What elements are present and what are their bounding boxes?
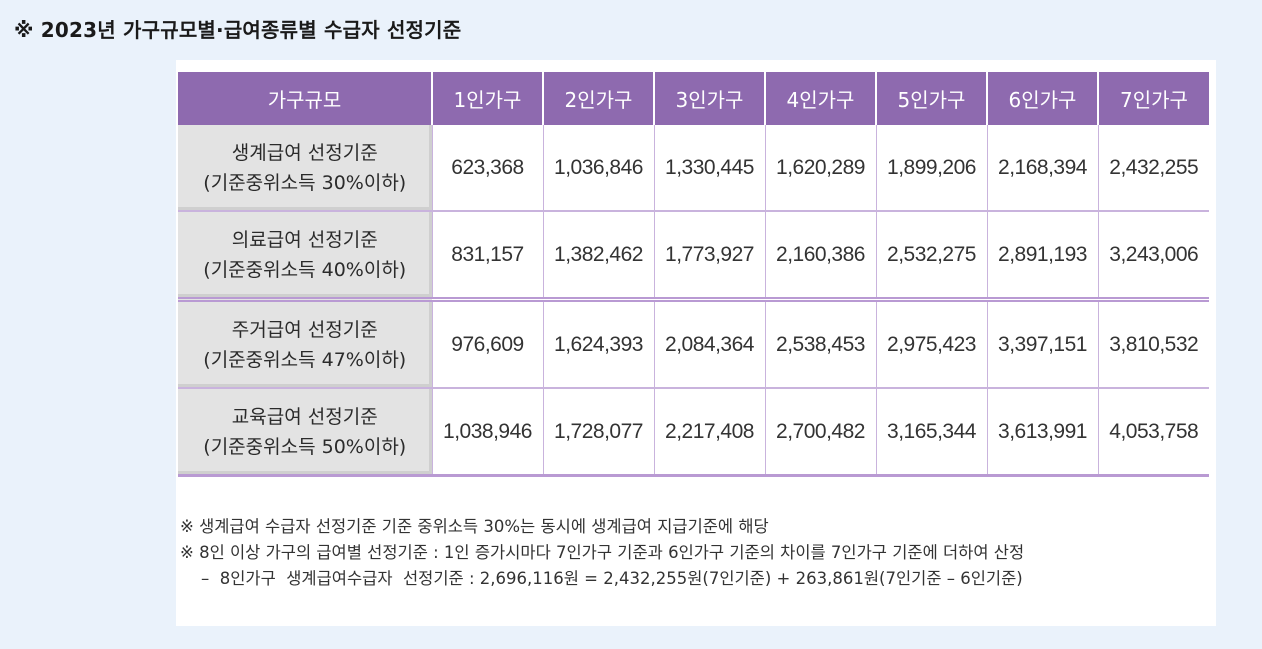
header-2-person: 2인가구 [542, 72, 654, 125]
table-row: 의료급여 선정기준 (기준중위소득 40%이하) 831,157 1,382,4… [178, 211, 1209, 302]
header-5-person: 5인가구 [875, 72, 987, 125]
criteria-card: 가구규모 1인가구 2인가구 3인가구 4인가구 5인가구 6인가구 7인가구 … [176, 60, 1216, 626]
table-cell: 2,538,453 [764, 299, 876, 389]
table-cell: 2,532,275 [875, 211, 987, 302]
page-title: ※ 2023년 가구규모별·급여종류별 수급자 선정기준 [14, 18, 462, 42]
footnote: – 8인가구 생계급여수급자 선정기준 : 2,696,116원 = 2,432… [180, 569, 1023, 588]
footnote: ※ 생계급여 수급자 선정기준 기준 중위소득 30%는 동시에 생계급여 지급… [180, 517, 769, 536]
footnotes: ※ 생계급여 수급자 선정기준 기준 중위소득 30%는 동시에 생계급여 지급… [180, 514, 1024, 592]
table-row: 주거급여 선정기준 (기준중위소득 47%이하) 976,609 1,624,3… [178, 299, 1209, 389]
table-cell: 623,368 [431, 125, 543, 212]
footnote: ※ 8인 이상 가구의 급여별 선정기준 : 1인 증가시마다 7인가구 기준과… [180, 543, 1025, 562]
header-3-person: 3인가구 [653, 72, 765, 125]
criteria-table: 가구규모 1인가구 2인가구 3인가구 4인가구 5인가구 6인가구 7인가구 … [178, 72, 1209, 477]
table-cell: 1,728,077 [542, 388, 654, 477]
table-cell: 4,053,758 [1097, 388, 1209, 477]
table-row: 생계급여 선정기준 (기준중위소득 30%이하) 623,368 1,036,8… [178, 125, 1209, 212]
row-label-housing: 주거급여 선정기준 (기준중위소득 47%이하) [178, 299, 432, 389]
row-label-education: 교육급여 선정기준 (기준중위소득 50%이하) [178, 388, 432, 477]
table-cell: 1,330,445 [653, 125, 765, 212]
table-cell: 2,217,408 [653, 388, 765, 477]
table-cell: 2,168,394 [986, 125, 1098, 212]
table-row: 교육급여 선정기준 (기준중위소득 50%이하) 1,038,946 1,728… [178, 388, 1209, 477]
table-cell: 3,613,991 [986, 388, 1098, 477]
table-cell: 3,397,151 [986, 299, 1098, 389]
table-cell: 1,620,289 [764, 125, 876, 212]
table-cell: 1,036,846 [542, 125, 654, 212]
table-cell: 2,891,193 [986, 211, 1098, 302]
table-cell: 976,609 [431, 299, 543, 389]
table-cell: 2,700,482 [764, 388, 876, 477]
table-cell: 3,810,532 [1097, 299, 1209, 389]
header-household-size: 가구규모 [178, 72, 432, 125]
table-cell: 1,382,462 [542, 211, 654, 302]
table-cell: 2,160,386 [764, 211, 876, 302]
table-cell: 1,773,927 [653, 211, 765, 302]
table-cell: 3,243,006 [1097, 211, 1209, 302]
table-cell: 3,165,344 [875, 388, 987, 477]
table-cell: 2,432,255 [1097, 125, 1209, 212]
table-cell: 831,157 [431, 211, 543, 302]
header-7-person: 7인가구 [1097, 72, 1209, 125]
table-cell: 2,084,364 [653, 299, 765, 389]
table-cell: 1,624,393 [542, 299, 654, 389]
table-cell: 1,038,946 [431, 388, 543, 477]
header-6-person: 6인가구 [986, 72, 1098, 125]
table-cell: 2,975,423 [875, 299, 987, 389]
row-label-livelihood: 생계급여 선정기준 (기준중위소득 30%이하) [178, 125, 432, 212]
header-4-person: 4인가구 [764, 72, 876, 125]
row-label-medical: 의료급여 선정기준 (기준중위소득 40%이하) [178, 211, 432, 302]
table-cell: 1,899,206 [875, 125, 987, 212]
header-row: 가구규모 1인가구 2인가구 3인가구 4인가구 5인가구 6인가구 7인가구 [178, 72, 1209, 125]
header-1-person: 1인가구 [431, 72, 543, 125]
